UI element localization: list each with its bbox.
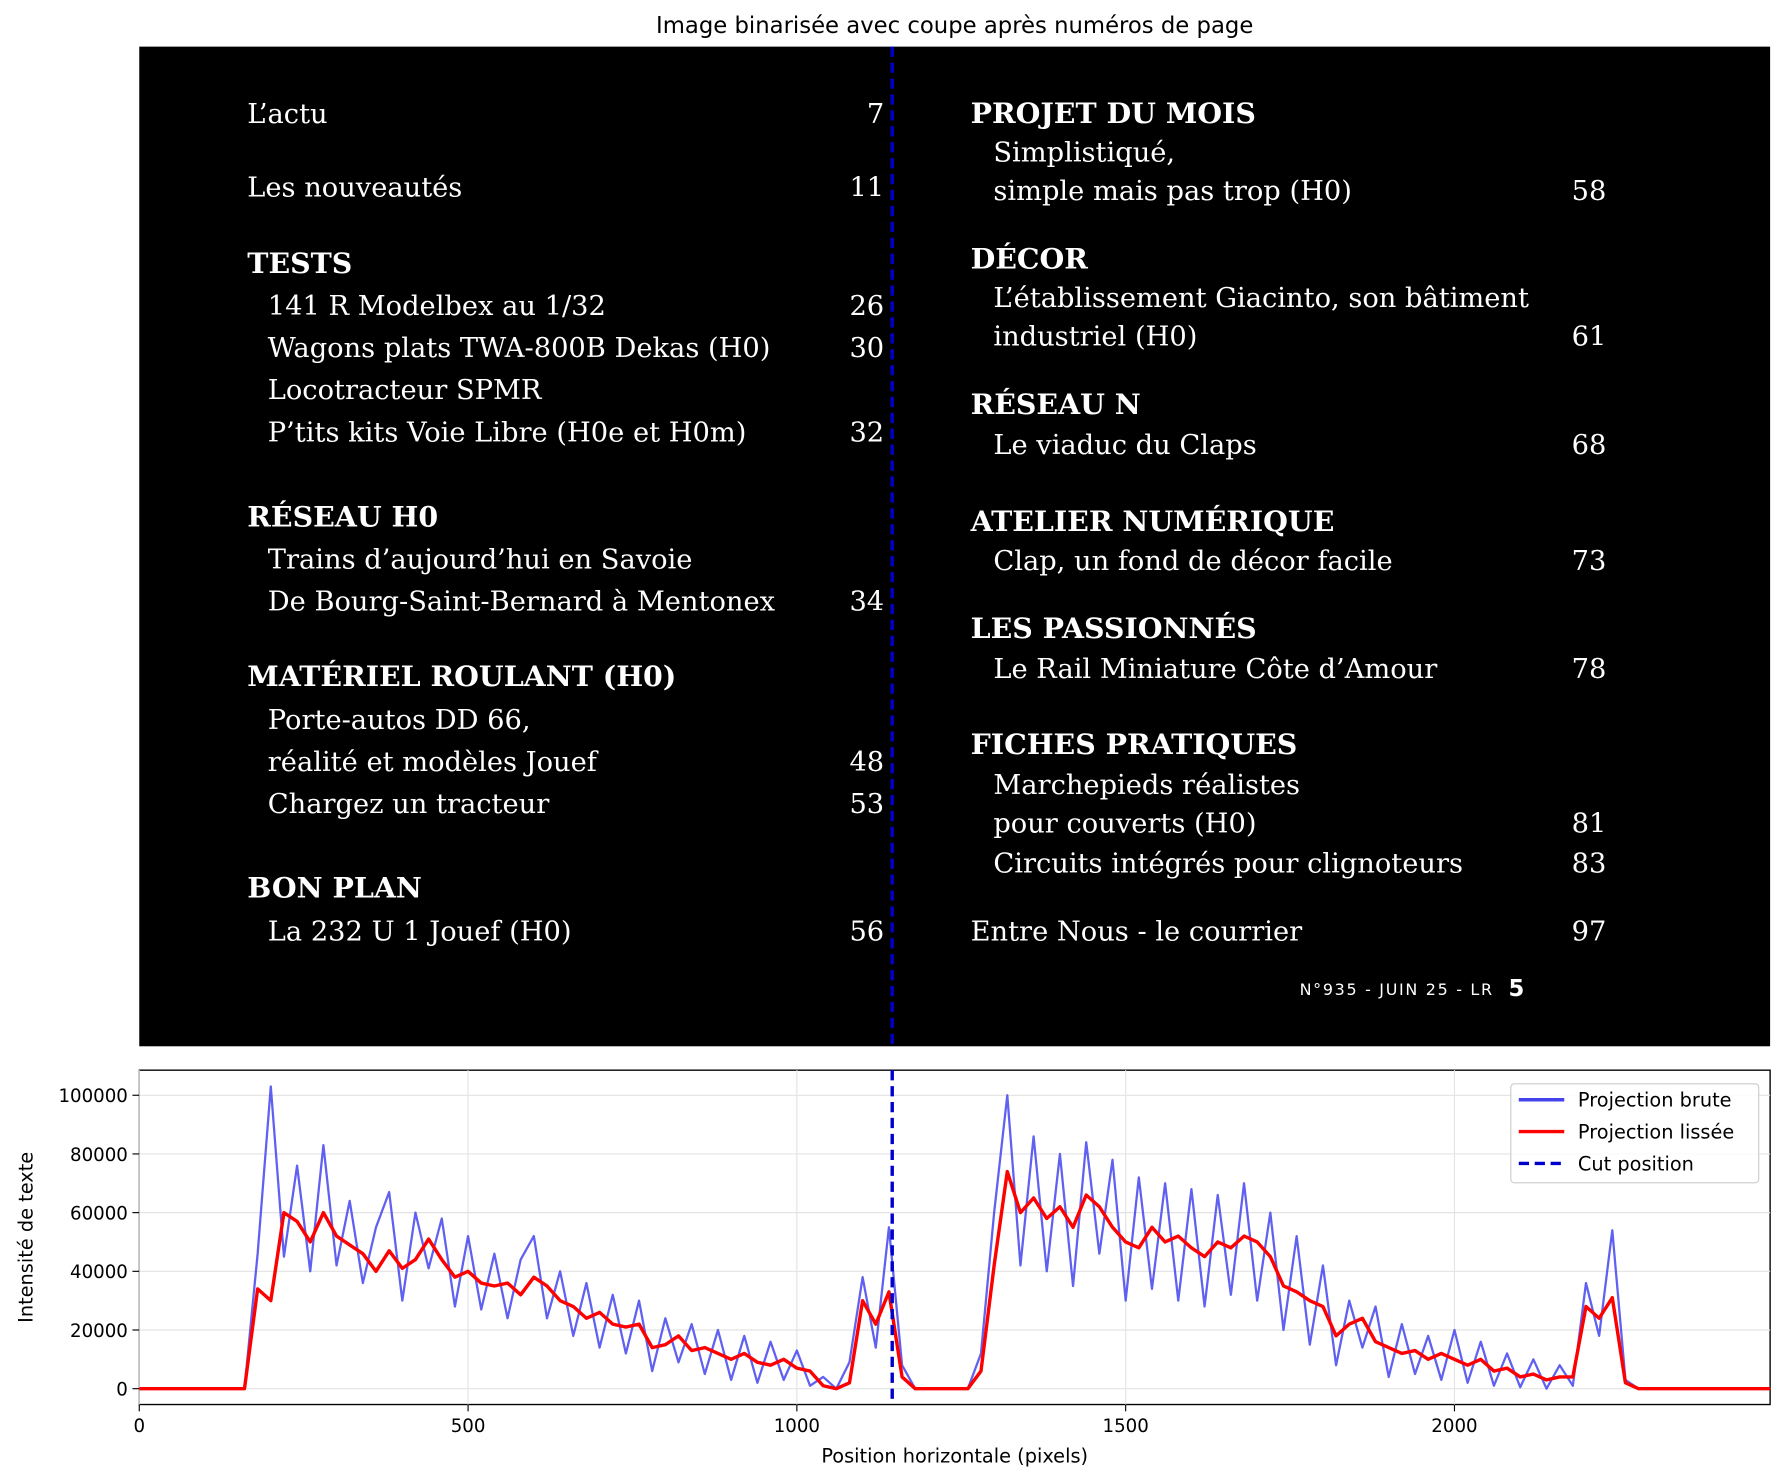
legend-label: Cut position — [1578, 1152, 1694, 1175]
binarized-image — [139, 46, 1771, 1047]
toc-page: 97 — [1572, 917, 1607, 948]
toc-entry: Chargez un tracteur — [268, 789, 550, 820]
y-tick-label: 80000 — [70, 1145, 128, 1166]
toc-entry: Locotracteur SPMR — [268, 375, 543, 406]
toc-entry: pour couverts (H0) — [993, 808, 1256, 839]
toc-page: 32 — [849, 417, 884, 448]
toc-heading: RÉSEAU N — [971, 387, 1141, 421]
y-tick-label: 0 — [116, 1380, 128, 1401]
toc-heading: LES PASSIONNÉS — [971, 611, 1257, 645]
toc-page: 73 — [1572, 546, 1607, 577]
figure-title: Image binarisée avec coupe après numéros… — [656, 13, 1253, 39]
toc-page: 11 — [849, 173, 884, 204]
toc-entry: industriel (H0) — [993, 322, 1197, 353]
y-axis-label: Intensité de texte — [14, 1152, 37, 1323]
toc-heading: TESTS — [247, 246, 352, 280]
legend-label: Projection brute — [1578, 1089, 1732, 1112]
toc-page: 56 — [849, 917, 884, 948]
toc-heading: BON PLAN — [247, 870, 422, 904]
toc-entry: L’établissement Giacinto, son bâtiment — [993, 283, 1529, 314]
toc-page: 48 — [849, 747, 884, 778]
toc-entry: La 232 U 1 Jouef (H0) — [268, 917, 572, 948]
toc-entry: Clap, un fond de décor facile — [993, 546, 1392, 577]
toc-heading: FICHES PRATIQUES — [971, 727, 1298, 761]
toc-page: 34 — [849, 587, 884, 618]
toc-page: 7 — [867, 99, 884, 130]
toc-page: 26 — [849, 291, 884, 322]
toc-entry: Le Rail Miniature Côte d’Amour — [993, 654, 1438, 685]
toc-heading: ATELIER NUMÉRIQUE — [970, 504, 1335, 538]
y-tick-label: 60000 — [70, 1203, 128, 1224]
series-line — [139, 1169, 1771, 1391]
toc-entry: P’tits kits Voie Libre (H0e et H0m) — [268, 417, 747, 448]
y-tick-label: 40000 — [70, 1262, 128, 1283]
x-tick-label: 1000 — [774, 1416, 820, 1437]
toc-heading: MATÉRIEL ROULANT (H0) — [247, 659, 676, 693]
toc-page: 78 — [1572, 654, 1607, 685]
toc-entry: Simplistiqué, — [993, 137, 1175, 168]
toc-page: 53 — [849, 789, 884, 820]
toc-entry: De Bourg-Saint-Bernard à Mentonex — [268, 587, 776, 618]
x-tick-label: 500 — [451, 1416, 486, 1437]
toc-page: 81 — [1572, 808, 1607, 839]
toc-page: 58 — [1572, 176, 1607, 207]
y-tick-label: 20000 — [70, 1321, 128, 1342]
x-tick-label: 1500 — [1103, 1416, 1149, 1437]
y-tick-label: 100000 — [58, 1086, 127, 1107]
toc-page: 30 — [849, 333, 884, 364]
toc-entry: Wagons plats TWA-800B Dekas (H0) — [268, 333, 771, 364]
x-tick-label: 0 — [133, 1416, 145, 1437]
toc-heading: DÉCOR — [971, 241, 1089, 275]
toc-entry: Entre Nous - le courrier — [971, 917, 1304, 948]
toc-page: 83 — [1572, 848, 1607, 879]
x-axis-label: Position horizontale (pixels) — [821, 1445, 1088, 1468]
toc-entry: 141 R Modelbex au 1/32 — [268, 291, 606, 322]
footer-issue: N°935 - JUIN 25 - LR — [1300, 980, 1494, 999]
x-tick-label: 2000 — [1431, 1416, 1477, 1437]
toc-entry: L’actu — [247, 99, 327, 130]
toc-page: 61 — [1572, 322, 1607, 353]
legend-label: Projection lissée — [1578, 1120, 1734, 1143]
toc-entry: Marchepieds réalistes — [993, 770, 1300, 801]
toc-entry: Le viaduc du Claps — [993, 430, 1256, 461]
toc-entry: réalité et modèles Jouef — [268, 747, 599, 778]
toc-page: 68 — [1572, 430, 1607, 461]
legend-box — [1510, 1083, 1760, 1184]
toc-heading: PROJET DU MOIS — [971, 96, 1256, 130]
toc-entry: Porte-autos DD 66, — [268, 705, 531, 736]
toc-entry: Trains d’aujourd’hui en Savoie — [268, 545, 693, 576]
toc-heading: RÉSEAU H0 — [247, 500, 438, 534]
footer-page: 5 — [1509, 976, 1525, 1002]
toc-entry: Circuits intégrés pour clignoteurs — [993, 848, 1463, 879]
toc-entry: Les nouveautés — [247, 173, 462, 204]
toc-entry: simple mais pas trop (H0) — [993, 176, 1352, 207]
